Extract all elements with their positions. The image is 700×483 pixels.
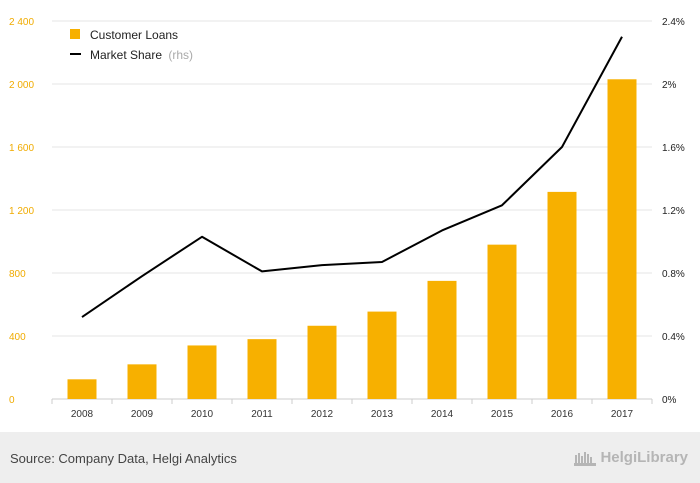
y-tick-right-label: 0.8% [662, 269, 685, 280]
y-axis-left: 0 400 800 1 200 1 600 2 000 2 400 [9, 17, 34, 406]
x-tick-label: 2009 [131, 409, 154, 420]
y-tick-right-label: 0% [662, 395, 677, 406]
x-tick-label: 2008 [71, 409, 94, 420]
brand-name: HelgiLibrary [600, 449, 688, 466]
footer: Source: Company Data, Helgi Analytics He… [0, 432, 700, 483]
grid-lines [51, 20, 653, 404]
x-tick-label: 2012 [311, 409, 334, 420]
line-series [81, 36, 623, 318]
bar [127, 364, 157, 399]
x-tick-label: 2011 [251, 409, 273, 420]
chart-svg: 0 400 800 1 200 1 600 2 000 2 400 0% 0.4% 0.8% 1.… [9, 17, 685, 420]
bar [367, 311, 397, 399]
legend-bar-label: Customer Loans [90, 28, 178, 42]
y-tick-left-label: 800 [9, 269, 26, 280]
y-tick-right-label: 1.6% [662, 143, 685, 154]
y-tick-left-label: 0 [9, 395, 15, 406]
y-axis-right: 0% 0.4% 0.8% 1.2% 1.6% 2% 2.4% [662, 17, 685, 406]
legend-line-label-group: Market Share (rhs) [90, 48, 193, 62]
y-tick-left-label: 1 600 [9, 143, 34, 154]
library-icon [574, 451, 597, 466]
y-tick-left-label: 1 200 [9, 206, 34, 217]
bar [607, 79, 637, 400]
x-tick-label: 2015 [491, 409, 514, 420]
y-tick-right-label: 2.4% [662, 17, 685, 28]
y-tick-left-label: 400 [9, 332, 26, 343]
bar [67, 379, 97, 399]
bar [247, 339, 277, 399]
x-tick-label: 2017 [611, 409, 634, 420]
x-tick-label: 2016 [551, 409, 574, 420]
bar [427, 280, 457, 399]
bar [307, 325, 337, 399]
bar [547, 191, 577, 399]
legend-line-label: Market Share [90, 48, 162, 62]
y-tick-right-label: 0.4% [662, 332, 685, 343]
x-tick-label: 2010 [191, 409, 214, 420]
y-tick-right-label: 2% [662, 80, 677, 91]
bar [487, 244, 517, 399]
x-tick-label: 2014 [431, 409, 454, 420]
bar [187, 345, 217, 399]
x-tick-label: 2013 [371, 409, 394, 420]
bar-series [67, 79, 637, 400]
brand-logo[interactable]: HelgiLibrary [574, 449, 688, 466]
y-tick-left-label: 2 400 [9, 17, 34, 28]
y-tick-right-label: 1.2% [662, 206, 685, 217]
source-text: Source: Company Data, Helgi Analytics [10, 451, 237, 466]
market-share-line [81, 36, 623, 318]
legend-line-hint: (rhs) [168, 48, 193, 62]
y-tick-left-label: 2 000 [9, 80, 34, 91]
legend: Customer Loans Market Share (rhs) [70, 28, 193, 62]
legend-bar-swatch [70, 29, 80, 39]
x-axis: 2008 2009 2010 2011 2012 2013 2014 2015 2016 2017 [71, 409, 634, 420]
